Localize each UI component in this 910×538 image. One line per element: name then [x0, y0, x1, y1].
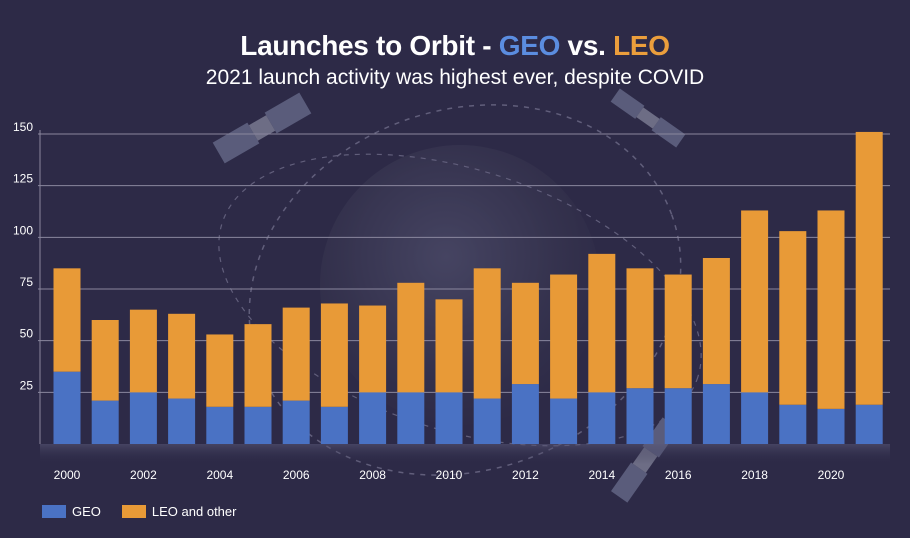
- x-axis: 2000 2002 2004 2006 2008 2010 2012 2014 2016 2018…: [54, 468, 845, 482]
- bar-geo-2006: [282, 400, 310, 444]
- bar-leo-2018: [741, 210, 769, 393]
- axis-base-band: [40, 444, 890, 464]
- bar-leo-2009: [397, 282, 425, 393]
- legend-label-geo: GEO: [72, 504, 101, 519]
- bar-geo-2013: [550, 398, 578, 444]
- bar-geo-2015: [626, 388, 654, 444]
- bar-geo-2021: [855, 404, 883, 444]
- bar-leo-2000: [53, 268, 81, 372]
- y-tick-label: 25: [20, 378, 34, 392]
- x-tick-label: 2014: [588, 468, 615, 482]
- bar-geo-2020: [817, 408, 845, 444]
- bar-leo-2016: [664, 274, 692, 389]
- bar-geo-2004: [206, 406, 234, 444]
- title-leo: LEO: [613, 30, 670, 61]
- bar-leo-2014: [588, 253, 616, 393]
- bar-geo-2005: [244, 406, 272, 444]
- bar-geo-2016: [664, 388, 692, 444]
- bar-leo-2019: [779, 231, 807, 405]
- title-geo: GEO: [498, 30, 561, 61]
- bar-geo-2000: [53, 371, 81, 444]
- bar-geo-2009: [397, 392, 425, 444]
- title-prefix: Launches to Orbit -: [240, 30, 499, 61]
- y-tick-label: 75: [20, 275, 34, 289]
- bar-leo-2010: [435, 299, 463, 393]
- legend-swatch-leo: [121, 505, 146, 518]
- bar-leo-2007: [320, 303, 348, 407]
- x-tick-label: 2016: [665, 468, 692, 482]
- x-tick-label: 2010: [436, 468, 463, 482]
- bar-leo-2012: [511, 282, 539, 385]
- bar-leo-2004: [206, 334, 234, 407]
- bar-leo-2021: [855, 131, 883, 405]
- y-tick-label: 50: [20, 327, 34, 341]
- bar-geo-2019: [779, 404, 807, 444]
- y-axis: 25 50 75 100 125 150: [13, 120, 33, 392]
- bar-leo-2015: [626, 268, 654, 389]
- bar-geo-2007: [320, 406, 348, 444]
- bar-geo-2012: [511, 384, 539, 444]
- x-tick-label: 2012: [512, 468, 539, 482]
- y-tick-label: 150: [13, 120, 33, 134]
- legend-item-geo: GEO: [42, 504, 101, 519]
- bar-geo-2011: [473, 398, 501, 444]
- bar-leo-2006: [282, 307, 310, 401]
- bar-geo-2014: [588, 392, 616, 444]
- satellite-icon: [212, 92, 312, 164]
- legend-label-leo: LEO and other: [151, 504, 237, 519]
- x-tick-label: 2002: [130, 468, 157, 482]
- satellite-icon: [610, 88, 686, 148]
- title-mid: vs.: [560, 30, 614, 61]
- bar-leo-2008: [359, 305, 387, 393]
- bar-leo-2005: [244, 324, 272, 407]
- bar-leo-2002: [129, 309, 157, 393]
- bar-geo-2017: [702, 384, 730, 444]
- legend-item-leo: LEO and other: [121, 504, 237, 519]
- bar-leo-2003: [168, 313, 196, 399]
- x-tick-label: 2018: [741, 468, 768, 482]
- x-tick-label: 2004: [206, 468, 233, 482]
- legend: GEO LEO and other: [42, 504, 250, 519]
- bar-geo-2002: [129, 392, 157, 444]
- chart-title: Launches to Orbit - GEO vs. LEO: [0, 30, 910, 62]
- orbit-ring: [218, 153, 702, 447]
- bar-geo-2003: [168, 398, 196, 444]
- bar-geo-2001: [91, 400, 119, 444]
- x-tick-label: 2000: [54, 468, 81, 482]
- bar-leo-2011: [473, 268, 501, 399]
- bar-leo-2001: [91, 320, 119, 401]
- legend-swatch-geo: [42, 505, 66, 518]
- x-tick-label: 2008: [359, 468, 386, 482]
- bar-geo-2010: [435, 392, 463, 444]
- bar-leo-2013: [550, 274, 578, 399]
- x-tick-label: 2006: [283, 468, 310, 482]
- y-tick-label: 125: [13, 172, 33, 186]
- bar-leo-2017: [702, 258, 730, 385]
- bar-geo-2008: [359, 392, 387, 444]
- chart-subtitle: 2021 launch activity was highest ever, d…: [205, 66, 705, 89]
- bars: [53, 131, 883, 444]
- y-tick-label: 100: [13, 223, 33, 237]
- bar-geo-2018: [741, 392, 769, 444]
- x-tick-label: 2020: [818, 468, 845, 482]
- bar-leo-2020: [817, 210, 845, 409]
